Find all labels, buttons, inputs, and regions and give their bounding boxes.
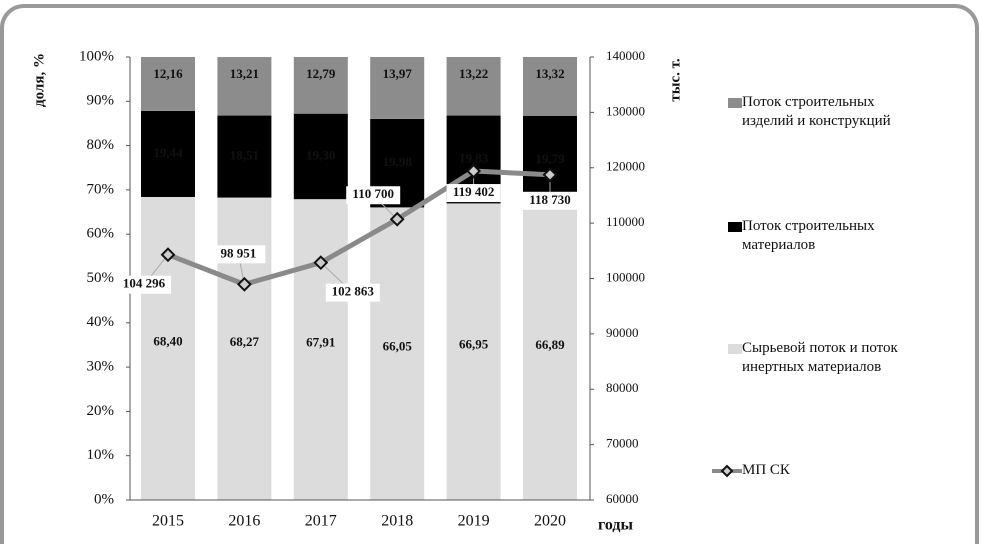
y2-tick-label: 110000 xyxy=(606,214,645,229)
data-label: 13,97 xyxy=(383,66,413,81)
line xyxy=(167,168,551,287)
y2-tick-label: 80000 xyxy=(606,380,639,395)
x-axis-label: годы xyxy=(598,517,634,534)
x-tick-label: 2017 xyxy=(305,513,337,530)
legend-swatch xyxy=(728,222,742,232)
y-tick-label: 90% xyxy=(87,93,115,109)
legend-entry: Поток строительных изделий и конструкций xyxy=(742,94,891,129)
bar-segment xyxy=(141,110,195,197)
label-box xyxy=(446,184,501,203)
legend-entry: Сырьевой поток и поток инертных материал… xyxy=(742,340,898,375)
bar-segment xyxy=(370,57,425,119)
label-box xyxy=(346,186,401,205)
marker xyxy=(389,211,405,227)
y2-tick-label: 130000 xyxy=(606,103,645,118)
marker xyxy=(313,255,329,271)
y2-tick-label: 140000 xyxy=(606,48,645,63)
y-tick-label: 40% xyxy=(87,314,115,330)
data-label: 66,95 xyxy=(459,337,489,352)
bar-segment xyxy=(217,57,272,116)
y2-tick-label: 90000 xyxy=(606,325,639,340)
y-tick-label: 50% xyxy=(87,270,115,286)
y2-tick-label: 120000 xyxy=(606,159,645,174)
y-tick-label: 10% xyxy=(87,447,115,463)
legend-swatch xyxy=(728,98,742,108)
data-label: 67,91 xyxy=(306,335,335,350)
data-label: 68,27 xyxy=(230,334,260,349)
line-label: 98 951 xyxy=(221,245,257,260)
marker xyxy=(160,247,176,263)
data-label: 19,83 xyxy=(459,150,489,165)
label-box xyxy=(325,283,380,302)
data-label: 19,44 xyxy=(153,145,183,160)
line-label: 119 402 xyxy=(453,184,495,199)
y-tick-label: 70% xyxy=(87,181,115,197)
x-tick-label: 2020 xyxy=(534,513,566,530)
data-label: 13,32 xyxy=(535,66,564,81)
y-tick-label: 80% xyxy=(87,137,115,153)
bar-segment xyxy=(446,203,501,500)
line-label: 110 700 xyxy=(352,186,394,201)
data-label: 13,22 xyxy=(459,66,488,81)
bar-segment xyxy=(293,199,348,501)
legend-entry: Поток строительных материалов xyxy=(742,218,875,253)
line-label: 102 863 xyxy=(332,284,375,299)
y-tick-label: 100% xyxy=(79,48,114,64)
y-axis-label: доля, % xyxy=(31,53,47,107)
bar-segment xyxy=(141,57,195,111)
bar-segment xyxy=(446,57,501,116)
x-tick-label: 2016 xyxy=(228,513,260,530)
data-label: 68,40 xyxy=(153,333,182,348)
data-label: 18,51 xyxy=(230,148,259,163)
label-box xyxy=(523,191,577,210)
data-label: 66,05 xyxy=(383,339,413,354)
x-tick-label: 2015 xyxy=(152,513,184,530)
bar-segment xyxy=(293,57,348,114)
y-tick-label: 60% xyxy=(87,226,115,242)
y-tick-label: 20% xyxy=(87,403,115,419)
bar-segment xyxy=(523,203,577,500)
data-label: 19,98 xyxy=(383,154,413,169)
y-tick-label: 30% xyxy=(87,359,115,375)
x-tick-label: 2018 xyxy=(381,513,413,530)
legend-entry: МП СК xyxy=(742,462,790,478)
data-label: 19,79 xyxy=(535,151,565,166)
bar-segment xyxy=(523,57,577,117)
line-label: 104 296 xyxy=(123,276,166,291)
bar-segment xyxy=(141,196,195,500)
data-label: 19,30 xyxy=(306,147,335,162)
line-label: 118 730 xyxy=(529,192,571,207)
data-label: 13,21 xyxy=(230,66,259,81)
bar-segment xyxy=(217,197,272,500)
label-box xyxy=(117,275,171,294)
legend-swatch xyxy=(728,344,742,354)
y2-axis-label: тыс. т. xyxy=(667,58,683,101)
data-label: 12,79 xyxy=(306,66,336,81)
marker xyxy=(466,163,482,179)
bar-segment xyxy=(293,113,348,200)
y-tick-label: 0% xyxy=(94,491,114,507)
label-box xyxy=(211,245,266,264)
bar-segment xyxy=(370,207,425,500)
x-tick-label: 2019 xyxy=(458,513,490,530)
marker xyxy=(542,167,558,183)
y2-tick-label: 100000 xyxy=(606,269,645,284)
y2-tick-label: 60000 xyxy=(606,491,639,506)
bar-segment xyxy=(217,115,272,198)
legend-marker xyxy=(720,464,734,478)
y2-tick-label: 70000 xyxy=(606,436,639,451)
data-label: 12,16 xyxy=(153,66,183,81)
data-label: 66,89 xyxy=(535,337,565,352)
marker xyxy=(236,276,252,292)
